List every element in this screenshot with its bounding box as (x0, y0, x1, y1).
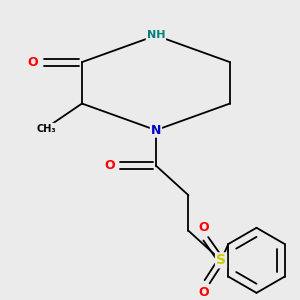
Text: S: S (216, 253, 226, 267)
Text: O: O (28, 56, 38, 69)
Text: O: O (105, 159, 116, 172)
Text: CH₃: CH₃ (37, 124, 56, 134)
Text: O: O (198, 221, 208, 234)
Text: O: O (198, 286, 208, 299)
Text: NH: NH (147, 31, 165, 40)
Text: N: N (151, 124, 161, 137)
